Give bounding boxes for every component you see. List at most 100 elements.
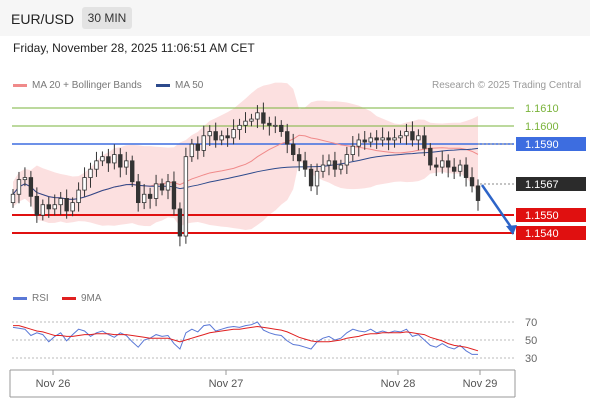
candle-body xyxy=(171,181,177,210)
candle-body xyxy=(255,112,260,120)
candle-body xyxy=(237,124,242,130)
candle-body xyxy=(40,204,45,216)
candle-body xyxy=(362,139,367,143)
candle-body xyxy=(446,160,451,168)
legend-ma50-label: MA 50 xyxy=(175,80,204,91)
candle-body xyxy=(136,181,141,204)
candle-body xyxy=(177,208,183,237)
legend-9ma-label: 9MA xyxy=(81,293,102,304)
candle-body xyxy=(112,154,117,164)
x-tick-label: Nov 28 xyxy=(381,378,416,390)
price-tag-1.1610: 1.1610 xyxy=(525,103,559,115)
candle-body xyxy=(141,193,147,204)
candle-body xyxy=(94,160,99,170)
candle-body xyxy=(82,177,87,191)
candle-body xyxy=(285,131,290,145)
ma50-swatch xyxy=(156,83,170,87)
candle-body xyxy=(410,131,415,141)
candle-body xyxy=(326,160,332,166)
candle-body xyxy=(201,135,206,151)
candle-body xyxy=(10,193,16,204)
candle-body xyxy=(261,112,266,124)
candle-body xyxy=(76,189,81,204)
candle-body xyxy=(386,137,391,141)
rsi-line xyxy=(12,321,478,355)
price-tag-bg xyxy=(516,208,586,222)
price-tag-bg xyxy=(516,137,586,151)
candle-body xyxy=(231,129,236,139)
copyright-label: Research © 2025 Trading Central xyxy=(432,80,582,91)
candle-body xyxy=(368,137,373,143)
legend-rsi-label: RSI xyxy=(32,293,49,304)
forecast-arrow xyxy=(480,184,515,231)
candle-body xyxy=(165,181,171,191)
price-tag-bg xyxy=(516,226,586,240)
candle-body xyxy=(344,154,350,166)
rsi-axis-label: 50 xyxy=(525,335,537,347)
candle-body xyxy=(404,131,409,137)
x-tick-label: Nov 29 xyxy=(463,378,498,390)
candle-body xyxy=(398,135,403,139)
candle-body xyxy=(434,164,439,168)
legend-ma20: MA 20 + Bollinger Bands xyxy=(13,80,142,91)
ma50-line xyxy=(12,147,479,200)
candle-body xyxy=(219,135,224,141)
candle-body xyxy=(34,195,40,216)
price-tag-1.1540: 1.1540 xyxy=(525,228,559,240)
candle-body xyxy=(314,170,320,187)
candle-body xyxy=(291,143,296,155)
candle-body xyxy=(159,183,165,191)
candle-body xyxy=(195,143,200,151)
candle-body xyxy=(451,166,457,172)
price-tag-bg xyxy=(516,177,586,191)
candle-body xyxy=(273,124,278,127)
candle-body xyxy=(28,177,34,197)
candle-body xyxy=(440,160,445,168)
candle-body xyxy=(124,160,129,168)
candle-body xyxy=(338,164,344,170)
x-tick-label: Nov 26 xyxy=(36,378,71,390)
price-tag-1.1550: 1.1550 xyxy=(525,210,559,222)
candle-body xyxy=(279,124,284,133)
price-tag-1.1567: 1.1567 xyxy=(525,179,559,191)
forecast-arrow-head xyxy=(506,225,517,235)
candle-body xyxy=(130,160,135,183)
candle-body xyxy=(457,164,463,172)
candle-body xyxy=(374,137,379,141)
candle-body xyxy=(302,160,308,170)
candle-body xyxy=(189,143,195,158)
ma9-swatch xyxy=(62,296,76,300)
candle-body xyxy=(422,135,427,149)
candle-body xyxy=(475,185,481,201)
bollinger-band xyxy=(13,82,478,230)
candle-body xyxy=(207,131,212,137)
candle-body xyxy=(308,168,314,187)
candle-body xyxy=(392,137,397,141)
candle-body xyxy=(183,156,189,237)
candle-body xyxy=(213,131,218,141)
candle-body xyxy=(118,154,123,168)
candle-body xyxy=(249,118,254,122)
rsi-axis-label: 70 xyxy=(525,317,537,329)
timeframe-button[interactable]: 30 MIN xyxy=(82,7,132,29)
candle-body xyxy=(58,198,63,206)
legend-ma50: MA 50 xyxy=(156,80,203,91)
ma20-swatch xyxy=(13,83,27,87)
candle-body xyxy=(332,160,338,170)
candle-body xyxy=(225,135,230,139)
candle-body xyxy=(428,147,433,166)
candle-body xyxy=(88,168,93,178)
candle-body xyxy=(350,145,355,155)
header-bar: EUR/USD 30 MIN xyxy=(0,0,590,36)
candle-body xyxy=(100,156,105,162)
candle-body xyxy=(147,193,153,199)
x-tick-label: Nov 27 xyxy=(209,378,244,390)
price-tag-1.1600: 1.1600 xyxy=(525,121,559,133)
rsi-swatch xyxy=(13,296,27,300)
candle-body xyxy=(64,198,69,212)
candle-body xyxy=(243,120,248,126)
legend-rsi: RSI xyxy=(13,293,49,304)
candle-body xyxy=(267,122,272,126)
legend-ma20-label: MA 20 + Bollinger Bands xyxy=(32,80,142,91)
